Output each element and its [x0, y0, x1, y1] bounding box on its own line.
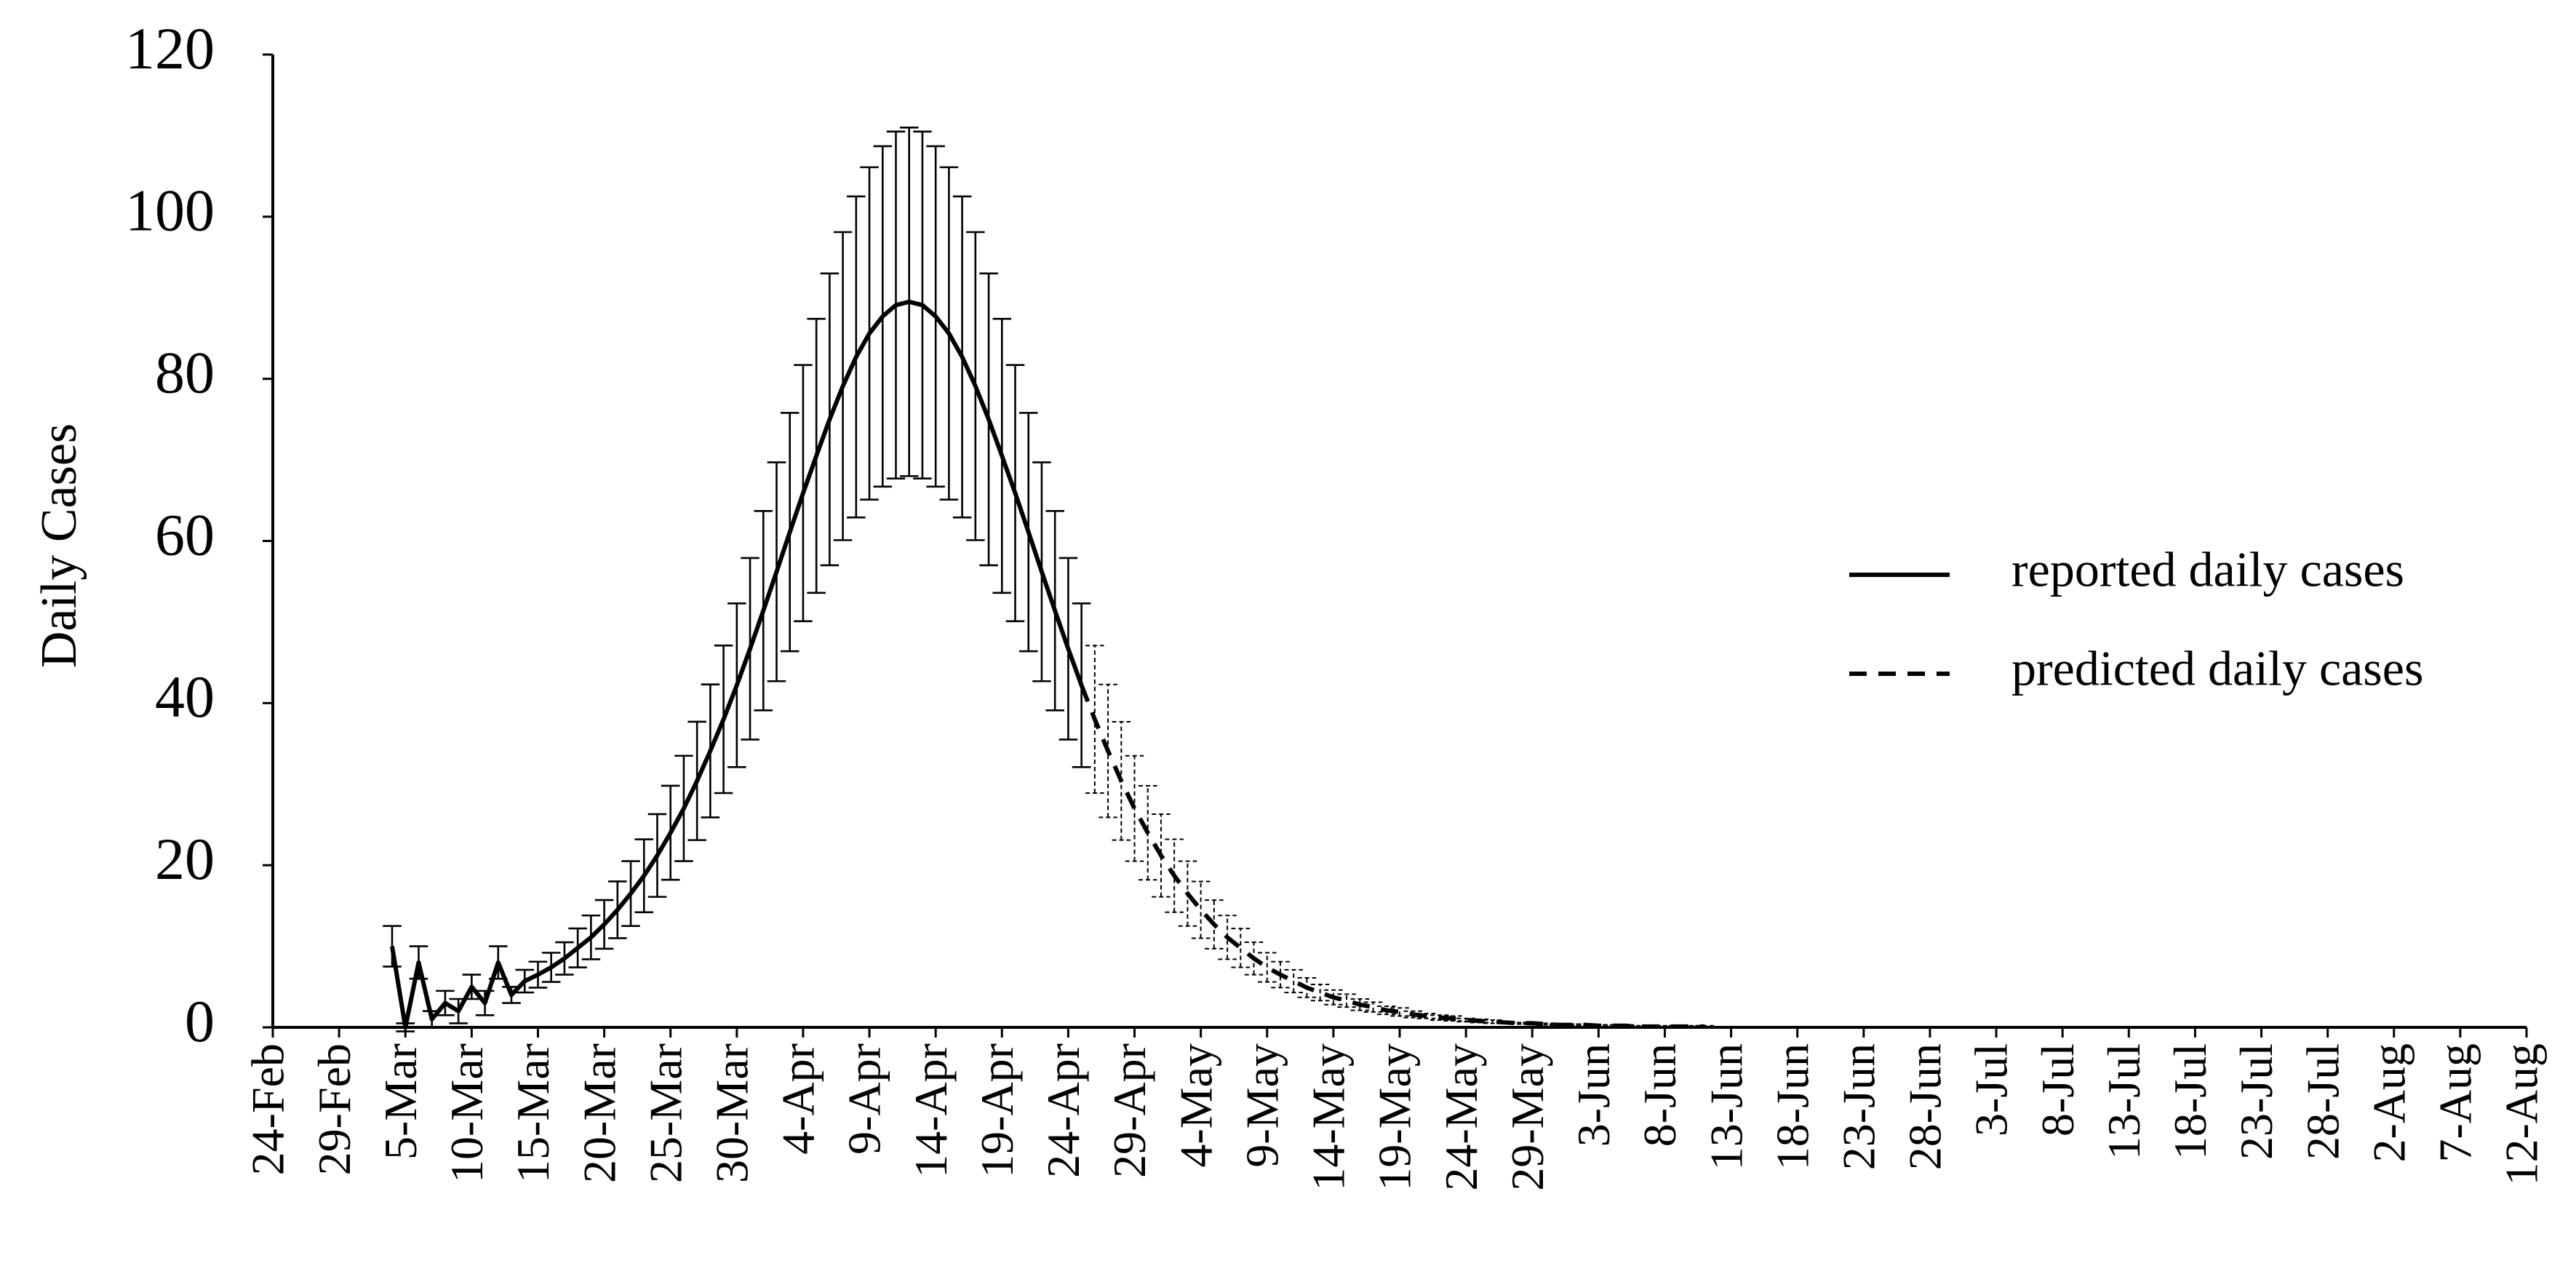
error-bar	[1271, 960, 1290, 989]
x-tick-label: 19-May	[1369, 1043, 1421, 1191]
x-tick-label: 4-May	[1170, 1043, 1221, 1168]
x-tick-label: 10-Mar	[441, 1043, 493, 1183]
x-tick-label: 20-Mar	[573, 1043, 625, 1183]
x-tick-label: 18-Jun	[1766, 1043, 1818, 1170]
y-tick-label: 20	[155, 826, 215, 892]
x-tick-label: 3-Jun	[1568, 1043, 1619, 1147]
x-tick-label: 19-Apr	[971, 1043, 1023, 1178]
x-tick-label: 29-Apr	[1104, 1043, 1155, 1178]
y-tick-label: 80	[155, 339, 215, 405]
x-tick-label: 23-Jun	[1833, 1043, 1885, 1170]
y-tick-label: 40	[155, 664, 215, 730]
x-tick-label: 24-Feb	[242, 1043, 294, 1175]
y-axis-label: Daily Cases	[31, 423, 87, 668]
x-tick-label: 4-Apr	[773, 1043, 824, 1155]
x-tick-label: 8-Jun	[1634, 1043, 1686, 1147]
x-tick-label: 28-Jun	[1899, 1043, 1951, 1170]
error-bar	[1258, 952, 1277, 983]
x-tick-label: 28-Jul	[2297, 1043, 2348, 1160]
x-tick-label: 24-May	[1435, 1043, 1487, 1191]
error-bar	[1337, 993, 1356, 1008]
x-tick-label: 15-Mar	[507, 1043, 559, 1183]
x-tick-label: 7-Aug	[2430, 1043, 2481, 1163]
error-bar	[1231, 928, 1251, 968]
error-bar	[1125, 755, 1144, 862]
y-tick-label: 0	[185, 988, 215, 1054]
error-bar	[1390, 1007, 1409, 1017]
x-tick-label: 24-Apr	[1037, 1043, 1089, 1178]
x-tick-label: 14-May	[1303, 1043, 1355, 1191]
x-tick-label: 25-Mar	[639, 1043, 691, 1183]
x-tick-label: 5-Mar	[375, 1043, 426, 1160]
x-tick-label: 12-Aug	[2496, 1043, 2548, 1186]
error-bar	[1191, 880, 1211, 939]
y-tick-label: 100	[125, 178, 215, 244]
x-tick-label: 3-Jul	[1966, 1043, 2017, 1136]
x-tick-label: 8-Jul	[2032, 1043, 2083, 1136]
x-tick-label: 30-Mar	[706, 1043, 758, 1183]
y-tick-label: 60	[155, 501, 215, 568]
x-tick-label: 23-Jul	[2230, 1043, 2282, 1160]
error-bar	[1363, 1001, 1383, 1013]
error-bar	[1350, 998, 1370, 1011]
error-bar	[1310, 983, 1330, 1002]
x-tick-label: 13-Jul	[2098, 1043, 2150, 1160]
x-tick-label: 29-May	[1502, 1043, 1553, 1191]
x-tick-label: 29-Feb	[308, 1043, 360, 1175]
x-tick-label: 18-Jul	[2164, 1043, 2216, 1160]
error-bar	[1284, 968, 1303, 994]
x-tick-label: 13-Jun	[1700, 1043, 1752, 1170]
series-line	[390, 299, 1084, 1030]
x-tick-label: 14-Apr	[905, 1043, 957, 1178]
error-bar	[1152, 813, 1171, 898]
x-tick-label: 9-May	[1236, 1043, 1288, 1168]
legend-label: predicted daily cases	[2011, 641, 2423, 696]
legend-label: reported daily cases	[2011, 542, 2404, 597]
y-tick-label: 120	[125, 15, 215, 81]
x-tick-label: 9-Apr	[839, 1043, 890, 1155]
series-line	[1079, 684, 1705, 1029]
x-tick-label: 2-Aug	[2363, 1043, 2414, 1163]
